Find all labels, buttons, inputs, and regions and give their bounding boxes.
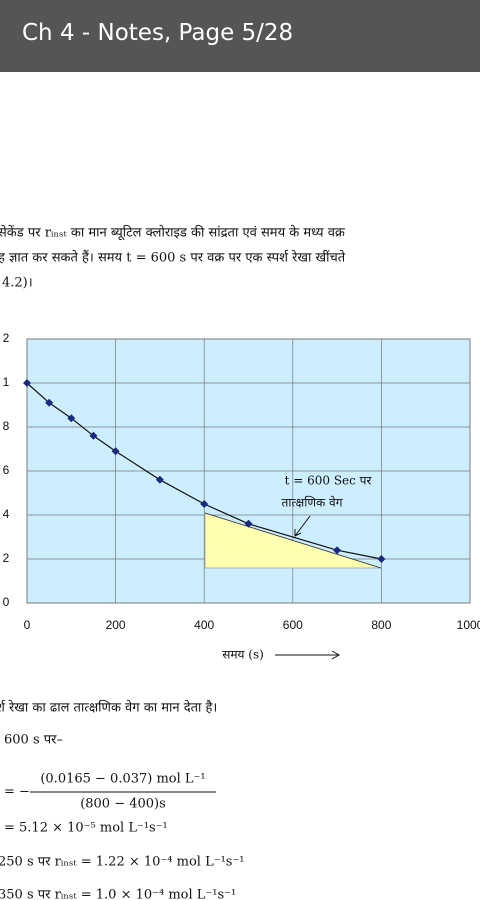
data-point — [45, 398, 54, 407]
text-line: र्श रेखा का ढाल तात्क्षणिक वेग का मान दे… — [0, 700, 217, 716]
annotation: t = 600 Sec पर — [285, 474, 373, 488]
y-tick-label: 2 — [3, 331, 10, 345]
x-tick-label: 200 — [106, 618, 126, 632]
tangent-line — [204, 512, 382, 569]
x-tick-label: 0 — [24, 618, 31, 632]
arrow-head — [331, 650, 341, 660]
page-title: Ch 4 - Notes, Page 5/28 — [22, 20, 294, 46]
data-point — [89, 431, 98, 440]
x-axis-label: समय (s) — [222, 648, 264, 662]
y-tick-label: 0 — [3, 595, 10, 609]
text-line: 250 s पर rᵢₙₛₜ = 1.22 × 10⁻⁴ mol L⁻¹s⁻¹ — [0, 855, 245, 870]
text-line: 350 s पर rᵢₙₛₜ = 1.0 × 10⁻⁴ mol L⁻¹s⁻¹ — [0, 888, 236, 900]
data-point — [333, 546, 342, 555]
data-point — [377, 555, 386, 563]
y-tick-label: 2 — [3, 551, 10, 565]
data-point — [23, 379, 31, 387]
data-point — [111, 447, 120, 456]
chart: 0 2 4 6 8 1 2 0 200 400 600 800 1000 t = 600 Sec पर ता… — [3, 331, 480, 661]
data-point — [244, 519, 253, 528]
x-tick-label: 600 — [283, 618, 303, 632]
text-line: 600 s पर– — [4, 733, 63, 748]
data-point — [67, 414, 76, 423]
denominator: (800 − 400)s — [80, 797, 166, 812]
y-tick-label: 8 — [3, 419, 10, 433]
y-tick-label: 6 — [3, 463, 10, 477]
x-tick-label: 400 — [194, 618, 214, 632]
text-line: सेकेंड पर rᵢₙₛₜ का मान ब्यूटिल क्लोराइड … — [0, 225, 346, 241]
numerator: (0.0165 − 0.037) mol L⁻¹ — [40, 772, 205, 787]
result: = 5.12 × 10⁻⁵ mol L⁻¹s⁻¹ — [4, 821, 168, 836]
data-point — [200, 500, 209, 508]
x-tick-label: 1000 — [457, 618, 480, 632]
fit-curve — [26, 382, 382, 560]
app-bar: Ch 4 - Notes, Page 5/28 — [0, 0, 480, 72]
minus: = − — [4, 785, 30, 800]
text-line: ह ज्ञात कर सकते हैं। समय t = 600 s पर वक… — [0, 250, 346, 266]
annotation: तात्क्षणिक वेग — [282, 496, 343, 510]
y-tick-label: 4 — [3, 507, 10, 521]
data-point — [155, 475, 164, 484]
x-tick-label: 800 — [371, 618, 391, 632]
text-line: 4.2)। — [2, 276, 33, 291]
annotation-arrow — [294, 515, 311, 537]
y-tick-label: 1 — [3, 375, 10, 389]
arrow-head — [294, 529, 302, 537]
